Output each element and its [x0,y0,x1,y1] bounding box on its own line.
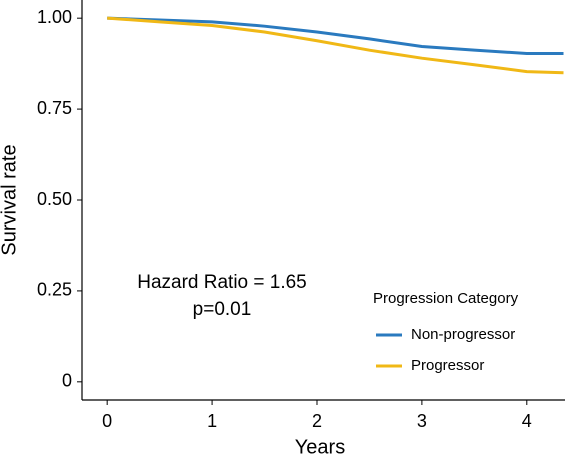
y-tick-label: 0.75 [37,98,72,118]
annotation: p=0.01 [193,299,252,320]
legend-label: Non-progressor [411,326,515,343]
survival-line [107,16,564,55]
x-tick-label: 3 [417,411,427,431]
y-tick-label: 0.25 [37,280,72,300]
legend-title: Progression Category [373,290,519,307]
legend-label: Progressor [411,357,484,374]
x-tick-label: 2 [312,411,322,431]
y-axis-title: Survival rate [0,144,20,255]
annotation: Hazard Ratio = 1.65 [137,272,307,293]
survival-line [107,16,564,75]
y-tick-label: 0 [62,371,72,391]
x-tick-label: 0 [102,411,112,431]
x-tick-label: 1 [207,411,217,431]
x-axis-title: Years [295,436,345,458]
y-tick-label: 1.00 [37,7,72,27]
x-tick-label: 4 [522,411,532,431]
y-tick-label: 0.50 [37,189,72,209]
